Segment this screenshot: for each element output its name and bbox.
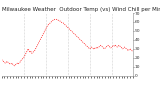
Text: Milwaukee Weather  Outdoor Temp (vs) Wind Chill per Minute (Last 24 Hours): Milwaukee Weather Outdoor Temp (vs) Wind…	[2, 7, 160, 12]
